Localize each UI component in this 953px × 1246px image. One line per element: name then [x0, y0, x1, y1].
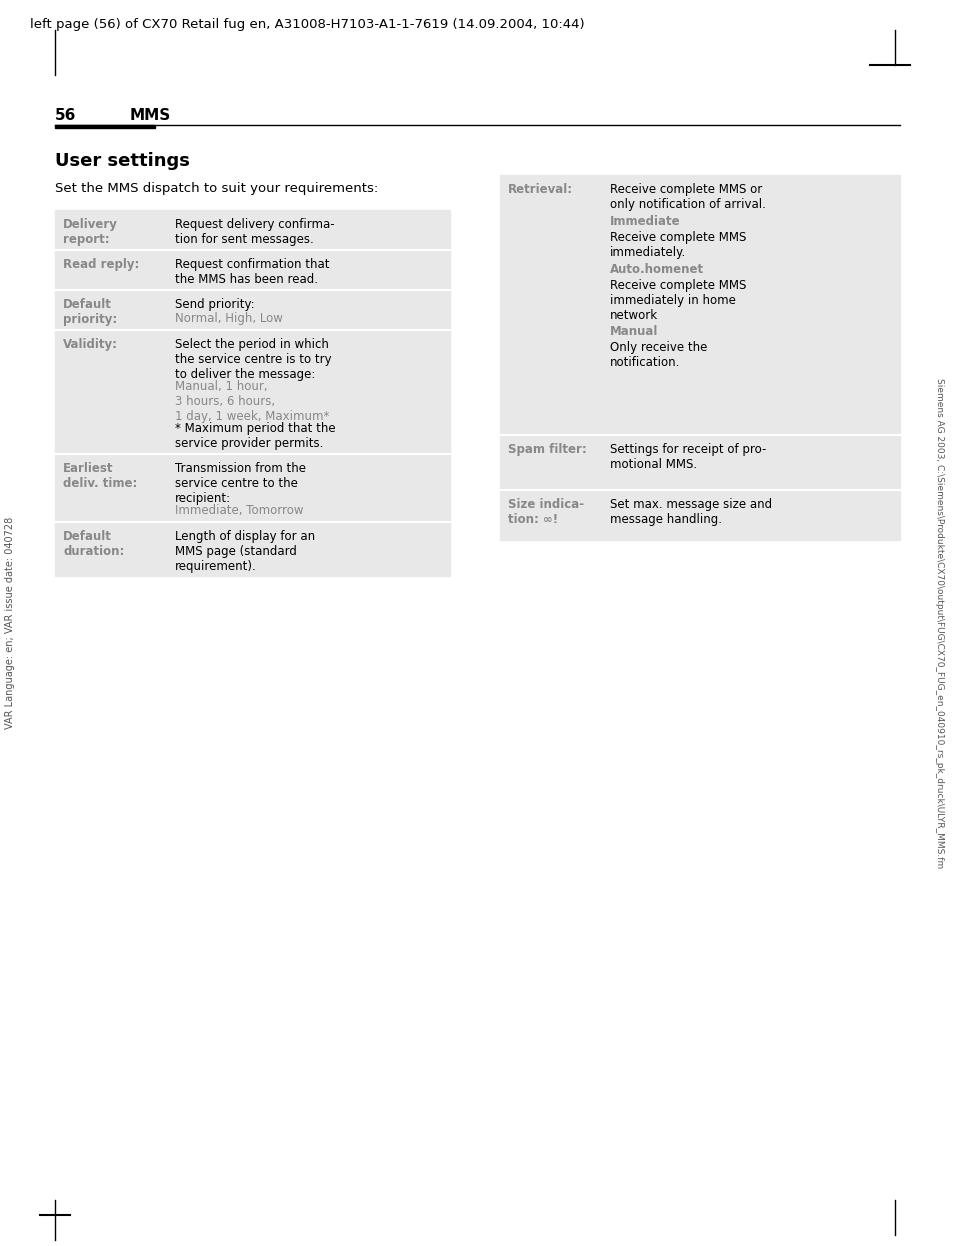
Bar	[55, 330, 450, 454]
Text: Select the period in which
the service centre is to try
to deliver the message:: Select the period in which the service c…	[174, 338, 332, 381]
Text: left page (56) of CX70 Retail fug en, A31008-H7103-A1-1-7619 (14.09.2004, 10:44): left page (56) of CX70 Retail fug en, A3…	[30, 17, 584, 31]
Text: Default
priority:: Default priority:	[63, 298, 117, 326]
Text: Earliest
deliv. time:: Earliest deliv. time:	[63, 462, 137, 490]
Text: 56: 56	[55, 108, 76, 123]
Text: Send priority:: Send priority:	[174, 298, 254, 312]
Text: Set the MMS dispatch to suit your requirements:: Set the MMS dispatch to suit your requir…	[55, 182, 377, 196]
Text: Receive complete MMS
immediately in home
network: Receive complete MMS immediately in home…	[609, 279, 745, 321]
Text: User settings: User settings	[55, 152, 190, 169]
Text: Manual, 1 hour,
3 hours, 6 hours,
1 day, 1 week, Maximum*: Manual, 1 hour, 3 hours, 6 hours, 1 day,…	[174, 380, 329, 422]
Text: Request confirmation that
the MMS has been read.: Request confirmation that the MMS has be…	[174, 258, 329, 287]
Text: Default
duration:: Default duration:	[63, 530, 124, 558]
Text: Retrieval:: Retrieval:	[507, 183, 573, 196]
Bar	[55, 125, 154, 128]
Text: Normal, High, Low: Normal, High, Low	[174, 312, 283, 325]
Text: Immediate, Tomorrow: Immediate, Tomorrow	[174, 503, 303, 517]
Text: Set max. message size and
message handling.: Set max. message size and message handli…	[609, 498, 771, 526]
Text: Length of display for an
MMS page (standard
requirement).: Length of display for an MMS page (stand…	[174, 530, 314, 573]
Text: Only receive the
notification.: Only receive the notification.	[609, 341, 706, 369]
Bar	[499, 435, 899, 490]
Text: Size indica-
tion: ∞!: Size indica- tion: ∞!	[507, 498, 583, 526]
Text: Immediate: Immediate	[609, 216, 679, 228]
Text: Transmission from the
service centre to the
recipient:: Transmission from the service centre to …	[174, 462, 306, 505]
Bar	[499, 490, 899, 540]
Bar	[55, 454, 450, 522]
Text: Spam filter:: Spam filter:	[507, 444, 586, 456]
Text: Settings for receipt of pro-
motional MMS.: Settings for receipt of pro- motional MM…	[609, 444, 765, 471]
Text: Receive complete MMS or
only notification of arrival.: Receive complete MMS or only notificatio…	[609, 183, 765, 211]
Bar	[55, 250, 450, 290]
Text: Auto.homenet: Auto.homenet	[609, 263, 703, 277]
Bar	[55, 290, 450, 330]
Text: Validity:: Validity:	[63, 338, 118, 351]
Bar	[55, 211, 450, 250]
Text: Siemens AG 2003, C:\Siemens\Produkte\CX70\output\FUG\CX70_FUG_en_040910_rs_pk_dr: Siemens AG 2003, C:\Siemens\Produkte\CX7…	[935, 378, 943, 868]
Text: * Maximum period that the
service provider permits.: * Maximum period that the service provid…	[174, 422, 335, 450]
Text: MMS: MMS	[130, 108, 172, 123]
Text: Receive complete MMS
immediately.: Receive complete MMS immediately.	[609, 231, 745, 259]
Bar	[499, 174, 899, 435]
Text: VAR Language: en; VAR issue date: 040728: VAR Language: en; VAR issue date: 040728	[5, 517, 15, 729]
Text: Delivery
report:: Delivery report:	[63, 218, 118, 245]
Text: Read reply:: Read reply:	[63, 258, 139, 270]
Text: Manual: Manual	[609, 325, 658, 338]
Bar	[55, 522, 450, 576]
Text: Request delivery confirma-
tion for sent messages.: Request delivery confirma- tion for sent…	[174, 218, 335, 245]
